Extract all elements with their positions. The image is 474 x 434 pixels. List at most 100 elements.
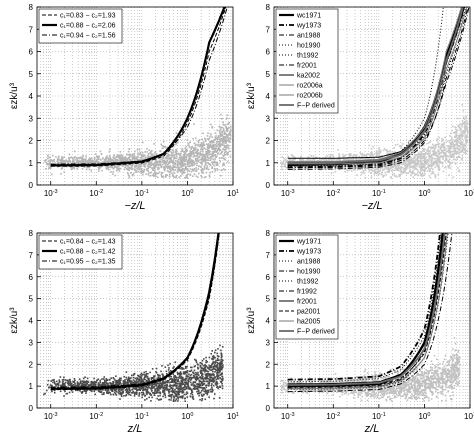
- data-point: [55, 380, 58, 383]
- data-point: [354, 158, 357, 160]
- data-point: [438, 166, 440, 169]
- data-point: [200, 142, 203, 144]
- data-point: [436, 162, 439, 164]
- data-point: [109, 156, 111, 158]
- data-point: [188, 161, 190, 163]
- data-point: [51, 390, 53, 393]
- data-point: [63, 382, 66, 385]
- data-point: [127, 164, 129, 166]
- data-point: [285, 166, 288, 169]
- data-point: [192, 381, 195, 383]
- data-point: [222, 157, 225, 160]
- data-point: [164, 163, 166, 165]
- data-point: [100, 165, 103, 168]
- data-point: [103, 161, 106, 164]
- data-point: [217, 135, 220, 138]
- data-point: [461, 154, 464, 157]
- data-point: [220, 365, 223, 368]
- data-point: [72, 159, 74, 161]
- data-point: [172, 151, 175, 154]
- data-point: [441, 140, 443, 143]
- data-point: [286, 161, 289, 164]
- data-point: [197, 390, 200, 393]
- data-point: [95, 379, 98, 382]
- data-point: [307, 169, 310, 171]
- data-point: [388, 168, 391, 171]
- data-point: [434, 146, 437, 148]
- data-point: [449, 167, 452, 169]
- data-point: [199, 143, 202, 146]
- data-point: [70, 168, 73, 171]
- data-point: [170, 159, 172, 161]
- data-point: [162, 175, 165, 178]
- data-point: [285, 158, 287, 161]
- data-point: [196, 154, 198, 157]
- data-point: [142, 391, 145, 394]
- data-point: [196, 150, 199, 153]
- data-point: [220, 353, 223, 356]
- data-point: [58, 162, 61, 164]
- data-point: [281, 162, 284, 165]
- data-point: [355, 164, 358, 167]
- data-point: [196, 392, 199, 395]
- data-point: [86, 382, 88, 385]
- data-point: [141, 167, 143, 170]
- data-point: [101, 393, 104, 396]
- data-point: [207, 143, 210, 145]
- data-point: [212, 358, 214, 361]
- data-point: [434, 166, 436, 169]
- data-point: [169, 150, 171, 153]
- data-point: [213, 374, 215, 377]
- scatter-cloud: [44, 113, 232, 180]
- data-point: [415, 154, 417, 156]
- data-point: [80, 385, 82, 388]
- data-point: [157, 160, 159, 163]
- data-point: [208, 137, 211, 140]
- data-point: [410, 165, 413, 168]
- data-point: [150, 384, 153, 386]
- data-point: [202, 378, 204, 380]
- data-point: [193, 167, 196, 170]
- data-point: [419, 155, 421, 158]
- data-point: [218, 359, 220, 361]
- data-point: [412, 162, 415, 164]
- data-point: [220, 349, 222, 352]
- data-point: [417, 157, 420, 160]
- data-point: [375, 152, 377, 154]
- data-point: [214, 147, 217, 150]
- legend-label: c₁=0.83 − c₂=1.93: [60, 13, 116, 20]
- data-point: [132, 157, 135, 160]
- data-point: [93, 158, 96, 161]
- data-point: [51, 160, 54, 162]
- data-point: [171, 154, 173, 157]
- data-point: [181, 381, 184, 384]
- data-point: [458, 138, 461, 140]
- data-point: [204, 161, 207, 164]
- data-point: [398, 169, 400, 172]
- data-point: [190, 159, 193, 162]
- data-point: [199, 148, 202, 151]
- data-point: [63, 395, 65, 397]
- data-point: [400, 169, 402, 171]
- data-point: [66, 165, 68, 168]
- data-point: [204, 160, 207, 163]
- data-point: [361, 152, 364, 155]
- data-point: [195, 371, 197, 374]
- data-point: [151, 162, 153, 165]
- data-point: [178, 156, 181, 159]
- data-point: [219, 160, 221, 162]
- data-point: [394, 156, 397, 159]
- data-point: [404, 164, 407, 167]
- data-point: [171, 149, 174, 151]
- data-point: [300, 156, 303, 158]
- y-tick-label: 6: [266, 48, 271, 57]
- data-point: [209, 171, 211, 174]
- data-point: [456, 139, 459, 142]
- data-point: [464, 123, 466, 126]
- data-point: [208, 368, 210, 371]
- data-point: [198, 383, 201, 385]
- data-point: [430, 155, 433, 158]
- data-point: [453, 154, 455, 156]
- data-point: [118, 390, 121, 393]
- data-point: [444, 152, 447, 154]
